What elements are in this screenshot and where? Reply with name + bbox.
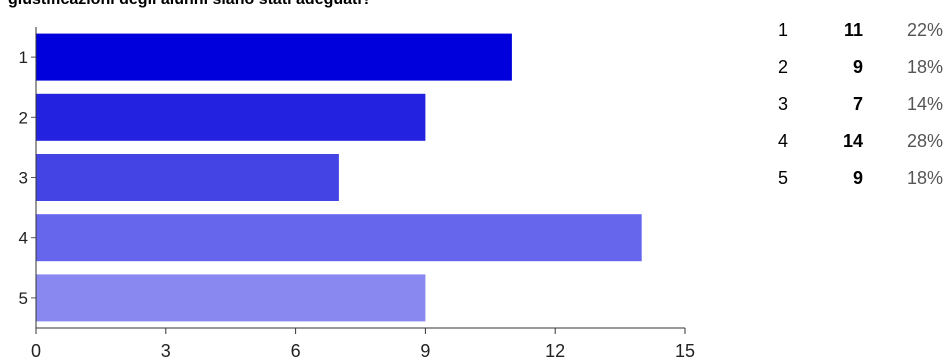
- response-count: 9: [852, 57, 863, 77]
- response-count: 14: [842, 131, 863, 151]
- y-tick-label-4: 4: [19, 229, 28, 248]
- y-tick-label-2: 2: [19, 108, 28, 127]
- response-count: 7: [852, 94, 863, 114]
- response-count: 11: [843, 20, 863, 40]
- bar-3: [36, 154, 339, 201]
- summary-row: 3 7 14%: [770, 86, 943, 123]
- question-title: giustificazioni degli alunni siano stati…: [8, 0, 372, 9]
- option-label: 1: [778, 20, 789, 40]
- bar-1: [36, 33, 512, 81]
- y-tick-label-1: 1: [19, 48, 28, 67]
- option-label: 2: [778, 57, 789, 77]
- bar-5: [36, 274, 426, 322]
- summary-row: 2 9 18%: [770, 49, 943, 86]
- x-tick-label-0: 0: [31, 341, 41, 361]
- summary-rows: 1 11 22% 2 9 18% 3 7 14% 4 14 28% 5 9 18%: [770, 12, 943, 197]
- response-percent: 18%: [906, 57, 943, 77]
- x-tick-label-15: 15: [675, 341, 695, 361]
- bar-4: [36, 214, 642, 262]
- summary-row: 4 14 28%: [770, 123, 943, 160]
- x-tick-label-12: 12: [545, 341, 565, 361]
- option-label: 4: [778, 131, 789, 151]
- response-percent: 18%: [906, 168, 943, 188]
- x-tick-label-6: 6: [291, 341, 301, 361]
- x-tick-label-9: 9: [420, 341, 430, 361]
- response-summary-table: 1 11 22% 2 9 18% 3 7 14% 4 14 28% 5 9 18%: [770, 12, 943, 197]
- response-count: 9: [852, 168, 863, 188]
- summary-row: 5 9 18%: [770, 160, 943, 197]
- x-tick-label-3: 3: [161, 341, 171, 361]
- response-percent: 22%: [906, 20, 943, 40]
- y-tick-label-5: 5: [19, 289, 28, 308]
- response-percent: 14%: [906, 94, 943, 114]
- y-tick-label-3: 3: [19, 169, 28, 188]
- option-label: 3: [778, 94, 789, 114]
- bar-2: [36, 93, 426, 141]
- summary-row: 1 11 22%: [770, 12, 943, 49]
- response-percent: 28%: [906, 131, 943, 151]
- option-label: 5: [778, 168, 789, 188]
